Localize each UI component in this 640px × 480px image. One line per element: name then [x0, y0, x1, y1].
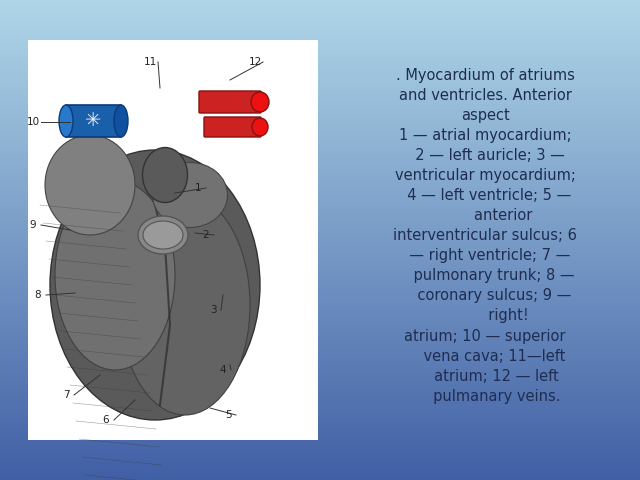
Ellipse shape: [50, 150, 260, 420]
Text: 7: 7: [63, 390, 69, 400]
FancyBboxPatch shape: [204, 117, 261, 137]
Bar: [28, 40, 318, 440]
Ellipse shape: [114, 105, 128, 137]
Text: 2: 2: [203, 230, 209, 240]
Ellipse shape: [55, 180, 175, 370]
Text: 6: 6: [102, 415, 109, 425]
Ellipse shape: [251, 92, 269, 112]
Text: ✳: ✳: [85, 111, 102, 131]
Ellipse shape: [138, 216, 188, 254]
Text: 10: 10: [26, 117, 40, 127]
Text: 12: 12: [248, 57, 262, 67]
Ellipse shape: [143, 221, 183, 249]
Text: . Myocardium of atriums
and ventricles. Anterior
aspect
1 — atrial myocardium;
 : . Myocardium of atriums and ventricles. …: [393, 68, 577, 404]
Text: 11: 11: [143, 57, 157, 67]
Bar: [66, 105, 121, 137]
Text: 4: 4: [220, 365, 227, 375]
Ellipse shape: [252, 118, 268, 136]
Text: 8: 8: [35, 290, 42, 300]
Text: 5: 5: [225, 410, 231, 420]
Ellipse shape: [152, 163, 227, 228]
Ellipse shape: [45, 135, 135, 235]
FancyBboxPatch shape: [199, 91, 261, 113]
Ellipse shape: [143, 147, 188, 203]
Text: 9: 9: [29, 220, 36, 230]
Ellipse shape: [120, 195, 250, 415]
Text: 3: 3: [210, 305, 216, 315]
Ellipse shape: [59, 105, 73, 137]
Text: 1: 1: [195, 183, 202, 193]
